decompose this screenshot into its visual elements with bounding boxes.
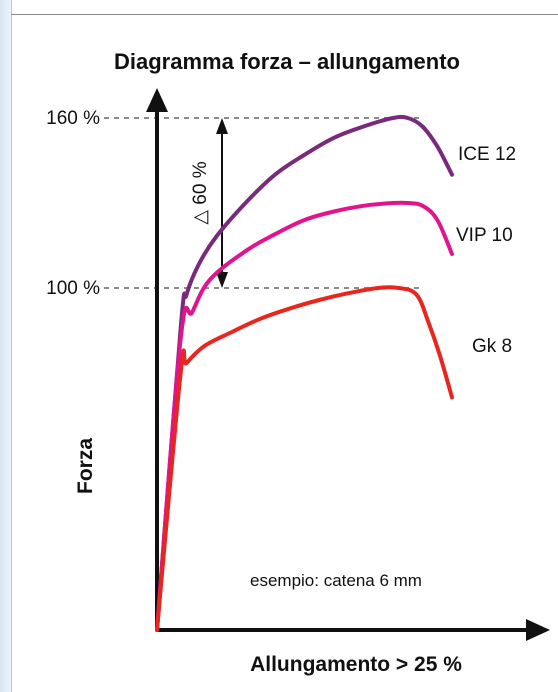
series-label-ice12: ICE 12: [458, 144, 516, 165]
y-axis-label: Forza: [74, 438, 97, 494]
chart-title: Diagramma forza – allungamento: [114, 49, 460, 74]
delta-arrow-top: [216, 118, 228, 134]
series-group: [155, 114, 454, 632]
y-tick-100: 100 %: [46, 278, 100, 299]
x-axis-arrowhead: [526, 619, 550, 641]
y-tick-160: 160 %: [46, 108, 100, 129]
y-axis-arrowhead: [146, 88, 168, 112]
delta-arrow-bottom: [216, 272, 228, 288]
top-border-line: [11, 14, 558, 15]
x-axis-label: Allungamento > 25 %: [250, 653, 462, 676]
series-line-vip10: [155, 200, 454, 632]
left-border-line: [11, 0, 12, 692]
delta-label: △ 60 %: [190, 161, 211, 224]
series-line-ice12: [155, 114, 454, 632]
example-note: esempio: catena 6 mm: [250, 571, 422, 590]
series-line-gk8: [155, 285, 454, 632]
series-label-vip10: VIP 10: [456, 225, 513, 246]
series-label-gk8: Gk 8: [472, 336, 512, 357]
left-blue-strip: [0, 0, 12, 692]
